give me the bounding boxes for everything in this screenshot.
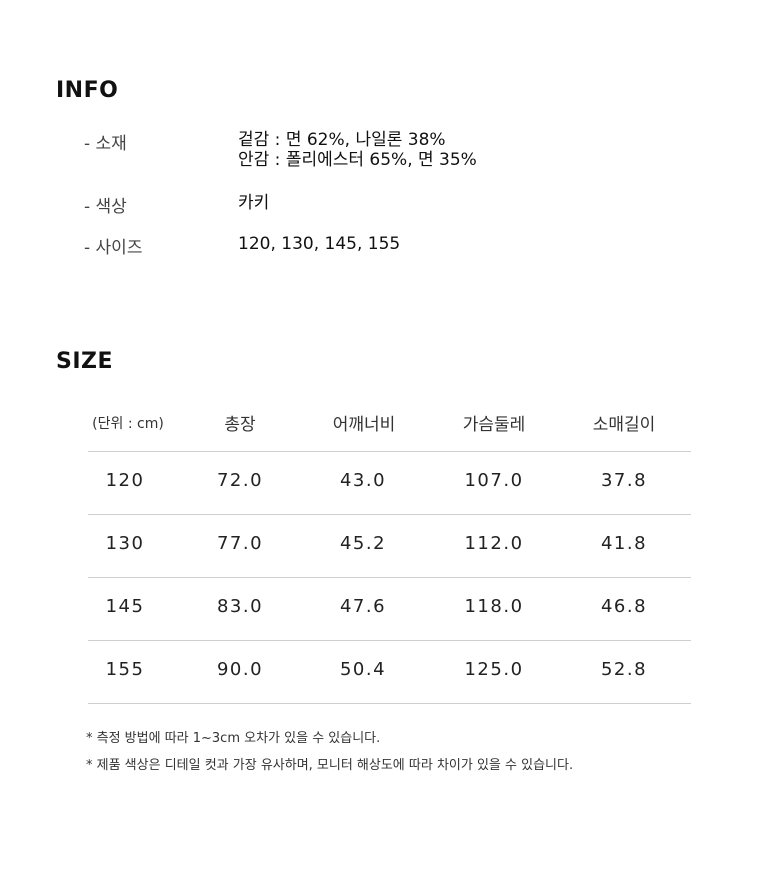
header-sleeve: 소매길이 <box>592 415 656 435</box>
table-divider <box>88 640 691 641</box>
cell-shoulder: 45.2 <box>339 533 387 554</box>
size-title: SIZE <box>56 349 114 374</box>
header-unit: (단위 : cm) <box>92 416 164 432</box>
cell-size: 145 <box>105 596 145 617</box>
cell-length: 72.0 <box>216 470 264 491</box>
cell-shoulder: 43.0 <box>339 470 387 491</box>
material-lining-value: 안감 : 폴리에스터 65%, 면 35% <box>238 150 477 170</box>
header-chest: 가슴둘레 <box>462 415 526 435</box>
table-divider <box>88 514 691 515</box>
cell-size: 120 <box>105 470 145 491</box>
header-shoulder: 어깨너비 <box>332 415 396 435</box>
cell-sleeve: 41.8 <box>600 533 648 554</box>
cell-length: 77.0 <box>216 533 264 554</box>
material-outer-value: 겉감 : 면 62%, 나일론 38% <box>238 130 446 150</box>
sizes-value: 120, 130, 145, 155 <box>238 234 401 254</box>
cell-chest: 118.0 <box>464 596 524 617</box>
cell-chest: 125.0 <box>464 659 524 680</box>
cell-sleeve: 52.8 <box>600 659 648 680</box>
table-divider <box>88 451 691 452</box>
cell-shoulder: 50.4 <box>339 659 387 680</box>
cell-sleeve: 37.8 <box>600 470 648 491</box>
table-divider <box>88 577 691 578</box>
note-color: * 제품 색상은 디테일 컷과 가장 유사하며, 모니터 해상도에 따라 차이가… <box>86 758 574 773</box>
cell-size: 130 <box>105 533 145 554</box>
sizes-label: - 사이즈 <box>84 238 143 258</box>
color-label: - 색상 <box>84 197 127 217</box>
note-measurement: * 측정 방법에 따라 1~3cm 오차가 있을 수 있습니다. <box>86 731 381 746</box>
info-title: INFO <box>56 78 119 103</box>
cell-length: 83.0 <box>216 596 264 617</box>
header-length: 총장 <box>224 415 256 435</box>
cell-chest: 107.0 <box>464 470 524 491</box>
cell-chest: 112.0 <box>464 533 524 554</box>
table-divider <box>88 703 691 704</box>
cell-shoulder: 47.6 <box>339 596 387 617</box>
cell-sleeve: 46.8 <box>600 596 648 617</box>
color-value: 카키 <box>238 193 270 213</box>
cell-size: 155 <box>105 659 145 680</box>
cell-length: 90.0 <box>216 659 264 680</box>
material-label: - 소재 <box>84 134 127 154</box>
